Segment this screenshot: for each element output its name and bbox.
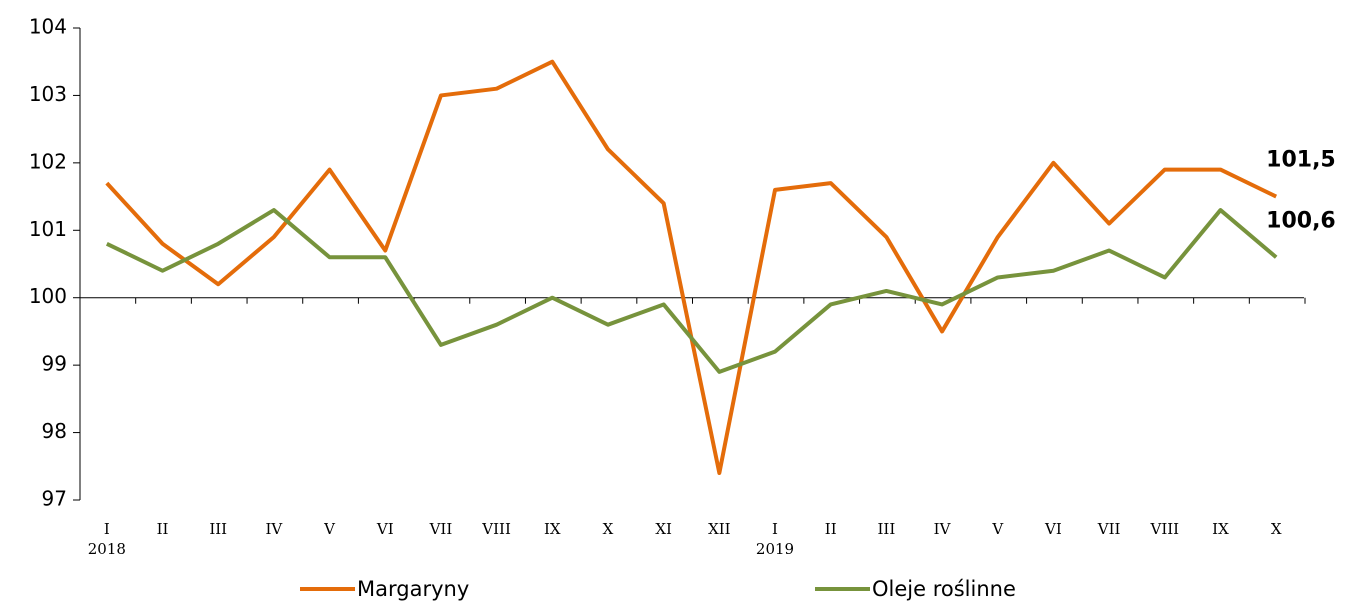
x-tick-label: III [877,520,895,538]
x-tick-label: XI [655,520,672,538]
series-line [105,59,1278,476]
value-label: 100,6 [1266,208,1336,233]
y-tick-label: 97 [42,487,67,511]
y-tick-label: 102 [29,149,67,173]
x-tick-label: VI [376,520,394,538]
legend-label: Oleje roślinne [872,577,1016,601]
x-tick-label: XII [708,520,731,538]
x-tick-label: IV [934,520,952,538]
x-tick-label: VII [429,520,453,538]
x-group-label: 2018 [88,540,126,558]
y-tick-label: 100 [29,284,67,308]
x-tick-label: VIII [481,520,511,538]
x-tick-label: VI [1044,520,1062,538]
x-tick-label: II [825,520,837,538]
x-tick-label: I [772,520,778,538]
x-tick-label: III [209,520,227,538]
x-group-label: 2019 [756,540,794,558]
x-tick-label: VIII [1149,520,1179,538]
legend-label: Margaryny [357,577,469,601]
x-tick-label: II [157,520,169,538]
x-tick-label: VII [1097,520,1121,538]
y-tick-label: 101 [29,217,67,241]
x-tick-label: IX [544,520,561,538]
y-tick-label: 103 [29,82,67,106]
y-tick-label: 104 [29,15,67,39]
x-tick-label: IV [266,520,284,538]
y-tick-label: 99 [42,352,67,376]
x-tick-label: V [991,520,1004,538]
x-tick-label: X [603,520,614,538]
y-tick-label: 98 [42,419,67,443]
x-tick-label: IX [1212,520,1229,538]
x-tick-label: I [104,520,110,538]
x-tick-label: V [323,520,336,538]
value-label: 101,5 [1266,148,1336,173]
series-line [105,208,1278,374]
x-tick-label: X [1271,520,1282,538]
